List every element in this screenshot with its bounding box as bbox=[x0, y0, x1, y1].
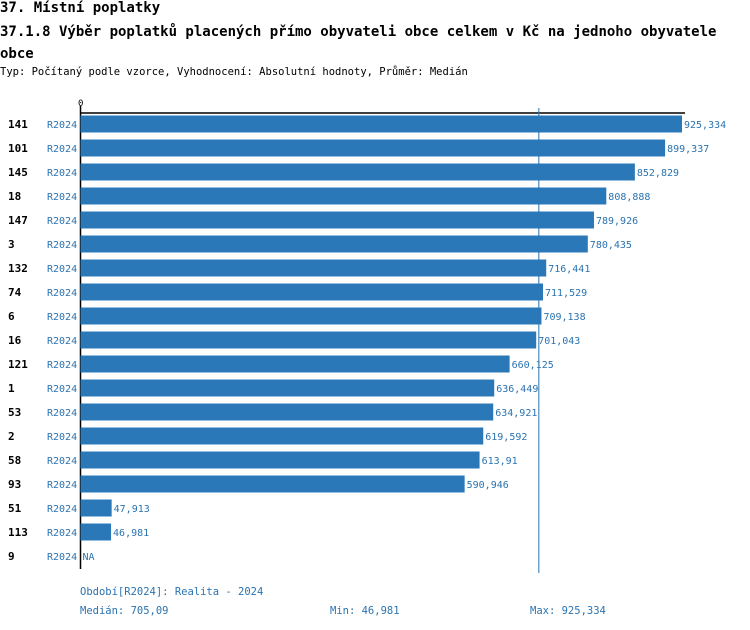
category-label: 58 bbox=[8, 454, 21, 467]
category-label: 74 bbox=[8, 286, 22, 299]
data-label: 47,913 bbox=[114, 504, 150, 515]
footer-period: Období[R2024]: Realita - 2024 bbox=[80, 586, 264, 598]
series-period-label: R2024 bbox=[47, 384, 77, 395]
series-period-label: R2024 bbox=[47, 552, 77, 563]
bar bbox=[80, 259, 547, 277]
data-label: 808,888 bbox=[608, 192, 650, 203]
chart-description: Typ: Počítaný podle vzorce, Vyhodnocení:… bbox=[0, 66, 468, 78]
series-period-label: R2024 bbox=[47, 480, 77, 491]
bar bbox=[80, 523, 112, 541]
bar bbox=[80, 139, 666, 157]
category-label: 3 bbox=[8, 238, 15, 251]
data-label: 899,337 bbox=[667, 144, 709, 155]
data-label: 925,334 bbox=[684, 120, 726, 131]
series-period-label: R2024 bbox=[47, 216, 77, 227]
bar bbox=[80, 475, 465, 493]
category-label: 1 bbox=[8, 382, 15, 395]
series-period-label: R2024 bbox=[47, 120, 77, 131]
category-label: 2 bbox=[8, 430, 15, 443]
series-period-label: R2024 bbox=[47, 168, 77, 179]
footer-min: Min: 46,981 bbox=[330, 605, 400, 617]
data-label: NA bbox=[83, 552, 95, 563]
bar bbox=[80, 427, 484, 445]
data-label: 636,449 bbox=[496, 384, 538, 395]
series-period-label: R2024 bbox=[47, 312, 77, 323]
bar bbox=[80, 115, 682, 133]
series-period-label: R2024 bbox=[47, 432, 77, 443]
category-label: 51 bbox=[8, 502, 22, 515]
bar bbox=[80, 211, 594, 229]
category-label: 93 bbox=[8, 478, 21, 491]
series-period-label: R2024 bbox=[47, 240, 77, 251]
data-label: 590,946 bbox=[467, 480, 509, 491]
category-label: 101 bbox=[8, 142, 28, 155]
series-period-label: R2024 bbox=[47, 408, 77, 419]
bar bbox=[80, 499, 112, 517]
data-label: 701,043 bbox=[538, 336, 580, 347]
bar bbox=[80, 235, 588, 253]
data-label: 613,91 bbox=[482, 456, 518, 467]
data-label: 709,138 bbox=[543, 312, 585, 323]
category-label: 113 bbox=[8, 526, 28, 539]
bar bbox=[80, 331, 537, 349]
bar bbox=[80, 355, 510, 373]
series-period-label: R2024 bbox=[47, 456, 77, 467]
category-label: 147 bbox=[8, 214, 28, 227]
data-label: 46,981 bbox=[113, 528, 149, 539]
data-label: 789,926 bbox=[596, 216, 638, 227]
bar bbox=[80, 163, 635, 181]
category-label: 132 bbox=[8, 262, 28, 275]
data-label: 634,921 bbox=[495, 408, 537, 419]
data-label: 660,125 bbox=[512, 360, 554, 371]
series-period-label: R2024 bbox=[47, 288, 77, 299]
bar bbox=[80, 283, 544, 301]
data-label: 711,529 bbox=[545, 288, 587, 299]
bar bbox=[80, 187, 607, 205]
category-label: 6 bbox=[8, 310, 15, 323]
bar bbox=[80, 307, 542, 325]
category-label: 18 bbox=[8, 190, 21, 203]
category-label: 141 bbox=[8, 118, 28, 131]
category-label: 121 bbox=[8, 358, 28, 371]
footer-max: Max: 925,334 bbox=[530, 605, 606, 617]
series-period-label: R2024 bbox=[47, 336, 77, 347]
page-title: 37. Místní poplatky bbox=[0, 0, 161, 16]
series-period-label: R2024 bbox=[47, 264, 77, 275]
series-period-label: R2024 bbox=[47, 504, 77, 515]
bar bbox=[80, 403, 494, 421]
bar bbox=[80, 379, 495, 397]
series-period-label: R2024 bbox=[47, 360, 77, 371]
series-period-label: R2024 bbox=[47, 192, 77, 203]
chart-title: 37.1.8 Výběr poplatků placených přímo ob… bbox=[0, 24, 717, 62]
category-label: 16 bbox=[8, 334, 22, 347]
footer-median: Medián: 705,09 bbox=[80, 605, 169, 617]
category-label: 53 bbox=[8, 406, 21, 419]
data-label: 852,829 bbox=[637, 168, 679, 179]
series-period-label: R2024 bbox=[47, 528, 77, 539]
bar bbox=[80, 451, 480, 469]
category-label: 145 bbox=[8, 166, 28, 179]
data-label: 780,435 bbox=[590, 240, 632, 251]
series-period-label: R2024 bbox=[47, 144, 77, 155]
category-label: 9 bbox=[8, 550, 15, 563]
x-axis-zero-tick-label: 0 bbox=[78, 99, 83, 109]
data-label: 619,592 bbox=[485, 432, 527, 443]
data-label: 716,441 bbox=[548, 264, 590, 275]
